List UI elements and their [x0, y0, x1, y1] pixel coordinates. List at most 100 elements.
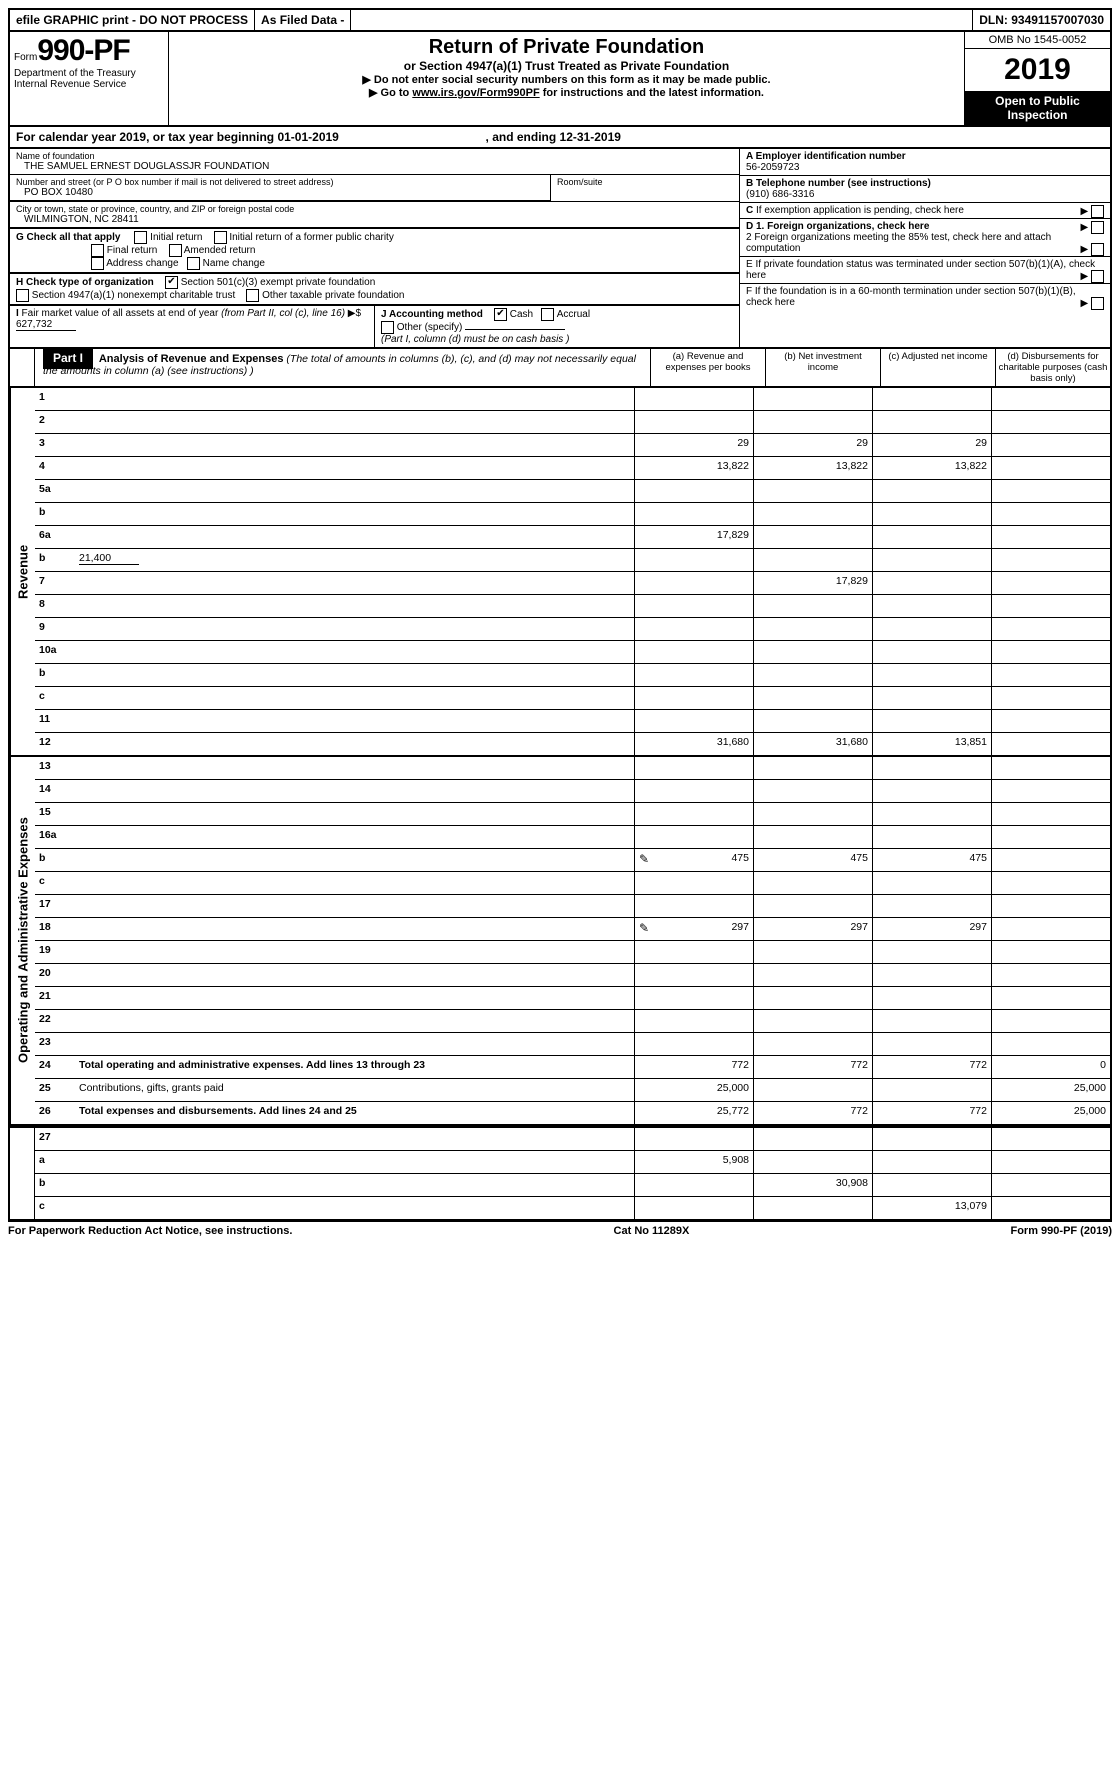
row-num: 18 — [35, 918, 77, 940]
amt-b — [753, 618, 872, 640]
table-row: c — [35, 687, 1110, 710]
table-row: 9 — [35, 618, 1110, 641]
row-desc — [77, 780, 634, 802]
footer-left: For Paperwork Reduction Act Notice, see … — [8, 1225, 292, 1237]
col-b-head: (b) Net investment income — [765, 349, 880, 386]
side-blank — [10, 1128, 35, 1219]
table-row: 8 — [35, 595, 1110, 618]
amt-d — [991, 641, 1110, 663]
other-method-check[interactable] — [381, 321, 394, 334]
form-subtitle: or Section 4947(a)(1) Trust Treated as P… — [173, 59, 960, 73]
table-row: 13 — [35, 757, 1110, 780]
e-label: E If private foundation status was termi… — [746, 259, 1095, 281]
amt-a — [634, 803, 753, 825]
amt-b — [753, 480, 872, 502]
c-label: If exemption application is pending, che… — [756, 205, 964, 216]
amt-c — [872, 1010, 991, 1032]
header-right: OMB No 1545-0052 2019 Open to Public Ins… — [964, 32, 1110, 125]
expenses-section: Operating and Administrative Expenses 13… — [8, 757, 1112, 1126]
row-num: a — [35, 1151, 77, 1173]
amt-c: 13,851 — [872, 733, 991, 755]
row-desc: 21,400 — [77, 549, 634, 571]
accrual-check[interactable] — [541, 308, 554, 321]
table-row: 6a 17,829 — [35, 526, 1110, 549]
amt-b — [753, 757, 872, 779]
initial-former-check[interactable] — [214, 231, 227, 244]
j-label: J Accounting method — [381, 309, 483, 320]
c-check[interactable] — [1091, 205, 1104, 218]
page-footer: For Paperwork Reduction Act Notice, see … — [8, 1221, 1112, 1240]
amt-a — [634, 664, 753, 686]
table-row: b 21,400 — [35, 549, 1110, 572]
spacer — [351, 10, 973, 30]
row-desc — [77, 826, 634, 848]
telephone: (910) 686-3316 — [746, 189, 814, 200]
table-row: 11 — [35, 710, 1110, 733]
amt-c — [872, 687, 991, 709]
other-taxable-check[interactable] — [246, 289, 259, 302]
amt-c — [872, 480, 991, 502]
final-return-check[interactable] — [91, 244, 104, 257]
part1-desc: Part I Analysis of Revenue and Expenses … — [35, 349, 650, 386]
amt-d — [991, 1151, 1110, 1173]
table-row: b — [35, 664, 1110, 687]
cash-check[interactable] — [494, 308, 507, 321]
d1-check[interactable] — [1091, 221, 1104, 234]
tel-label: B Telephone number (see instructions) — [746, 178, 931, 189]
amt-c: 13,079 — [872, 1197, 991, 1219]
header-center: Return of Private Foundation or Section … — [169, 32, 964, 125]
amt-d — [991, 434, 1110, 456]
table-row: 22 — [35, 1010, 1110, 1033]
amt-a — [634, 595, 753, 617]
amt-b — [753, 1079, 872, 1101]
amt-c — [872, 1174, 991, 1196]
row-num: 11 — [35, 710, 77, 732]
city-label: City or town, state or province, country… — [16, 204, 733, 214]
row-desc — [77, 457, 634, 479]
header-left: Form990-PF Department of the Treasury In… — [10, 32, 169, 125]
amt-d — [991, 987, 1110, 1009]
row-desc — [77, 1128, 634, 1150]
amt-c — [872, 388, 991, 410]
amt-b: 17,829 — [753, 572, 872, 594]
room-label: Room/suite — [557, 177, 733, 187]
row-desc — [77, 434, 634, 456]
amt-b: 13,822 — [753, 457, 872, 479]
footer-right: Form 990-PF (2019) — [1010, 1225, 1112, 1237]
ein-label: A Employer identification number — [746, 151, 906, 162]
g-label: G Check all that apply — [16, 232, 120, 243]
amt-d — [991, 941, 1110, 963]
amt-a — [634, 618, 753, 640]
amt-b — [753, 780, 872, 802]
name-change-check[interactable] — [187, 257, 200, 270]
dept: Department of the Treasury — [14, 68, 164, 79]
row-num: 23 — [35, 1033, 77, 1055]
row-desc — [77, 895, 634, 917]
amt-b: 772 — [753, 1102, 872, 1124]
efile-notice: efile GRAPHIC print - DO NOT PROCESS — [10, 10, 255, 30]
e-check[interactable] — [1091, 270, 1104, 283]
amt-a: 13,822 — [634, 457, 753, 479]
4947-check[interactable] — [16, 289, 29, 302]
amt-c — [872, 987, 991, 1009]
initial-return-check[interactable] — [134, 231, 147, 244]
amt-d — [991, 503, 1110, 525]
amt-a — [634, 1010, 753, 1032]
table-row: 24 Total operating and administrative ex… — [35, 1056, 1110, 1079]
address-change-check[interactable] — [91, 257, 104, 270]
row-desc — [77, 411, 634, 433]
amt-d — [991, 733, 1110, 755]
info-right: A Employer identification number 56-2059… — [739, 149, 1110, 347]
d2-check[interactable] — [1091, 243, 1104, 256]
amt-a — [634, 1174, 753, 1196]
amended-check[interactable] — [169, 244, 182, 257]
501c3-check[interactable] — [165, 276, 178, 289]
side-spacer — [10, 349, 35, 386]
f-check[interactable] — [1091, 297, 1104, 310]
amt-a — [634, 964, 753, 986]
amt-d: 25,000 — [991, 1079, 1110, 1101]
amt-b — [753, 641, 872, 663]
row-desc — [77, 664, 634, 686]
form-prefix: Form — [14, 52, 37, 63]
amt-d — [991, 918, 1110, 940]
